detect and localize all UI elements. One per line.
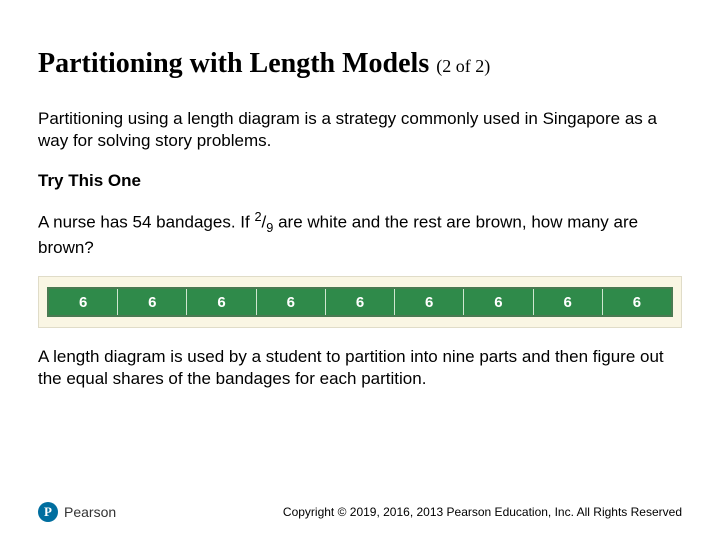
bar-cell: 6	[534, 289, 603, 315]
try-this-heading: Try This One	[38, 170, 682, 192]
slide: Partitioning with Length Models (2 of 2)…	[0, 0, 720, 540]
copyright-text: Copyright © 2019, 2016, 2013 Pearson Edu…	[283, 505, 682, 519]
bar-cell: 6	[464, 289, 533, 315]
title-main: Partitioning with Length Models	[38, 48, 429, 79]
explain-paragraph: A length diagram is used by a student to…	[38, 346, 682, 390]
logo-mark-icon: P	[38, 502, 58, 522]
bar-cell: 6	[395, 289, 464, 315]
problem-pre: A nurse has 54 bandages. If	[38, 213, 254, 232]
publisher-logo: P Pearson	[38, 502, 116, 522]
length-bar: 6 6 6 6 6 6 6 6 6	[47, 287, 673, 317]
fraction-numerator: 2	[254, 209, 261, 224]
bar-cell: 6	[49, 289, 118, 315]
length-diagram-box: 6 6 6 6 6 6 6 6 6	[38, 276, 682, 328]
bar-cell: 6	[257, 289, 326, 315]
slide-title: Partitioning with Length Models (2 of 2)	[38, 48, 682, 80]
title-sub: (2 of 2)	[436, 56, 490, 76]
problem-paragraph: A nurse has 54 bandages. If 2/9 are whit…	[38, 209, 682, 258]
logo-text: Pearson	[64, 504, 116, 520]
bar-cell: 6	[187, 289, 256, 315]
bar-cell: 6	[118, 289, 187, 315]
intro-paragraph: Partitioning using a length diagram is a…	[38, 108, 682, 152]
footer: P Pearson Copyright © 2019, 2016, 2013 P…	[38, 502, 682, 522]
bar-cell: 6	[326, 289, 395, 315]
bar-cell: 6	[603, 289, 671, 315]
